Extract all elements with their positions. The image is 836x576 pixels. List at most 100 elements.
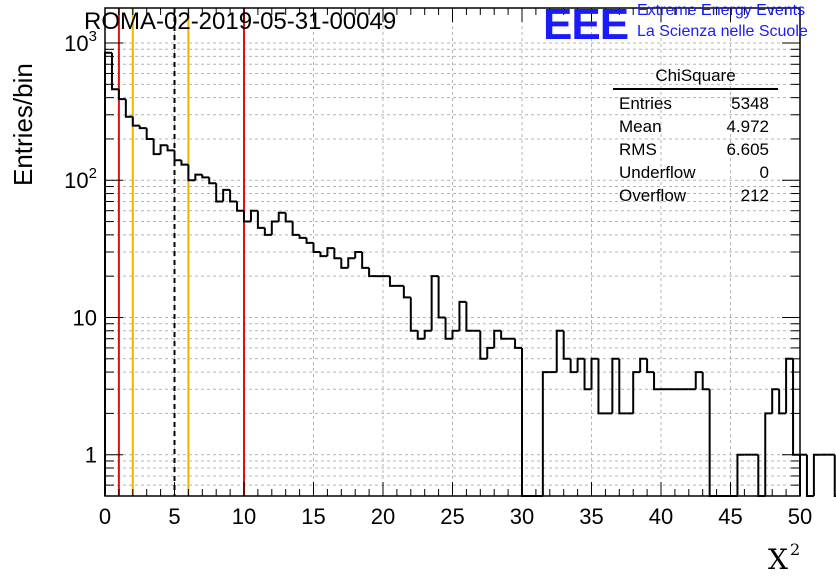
histogram-bin	[173, 150, 182, 162]
histogram-bin	[131, 116, 140, 127]
stats-label: Entries	[619, 94, 672, 113]
tick-labels: 0 5 10 15 20 25 30 35 40 45 50 1 10 102 103	[64, 28, 812, 529]
histogram-bin	[104, 51, 112, 496]
histogram-bin	[319, 252, 328, 258]
stats-value: 212	[740, 186, 769, 205]
histogram-bin	[465, 301, 474, 332]
histogram-bin	[159, 144, 168, 155]
histogram-bin	[458, 300, 467, 331]
histogram-bin	[785, 357, 794, 414]
histogram-bin	[479, 330, 488, 360]
histogram-bin	[291, 221, 300, 236]
histogram-bin	[597, 358, 606, 415]
histogram-bin	[117, 89, 126, 101]
stats-value: 4.972	[726, 117, 769, 136]
histogram-bin	[249, 209, 258, 222]
histogram-bin	[236, 201, 244, 212]
histogram-bin	[124, 99, 133, 118]
histogram-bin	[388, 276, 397, 287]
histogram-bin	[305, 237, 314, 244]
histogram-bin	[215, 183, 224, 203]
histogram-bin	[493, 329, 502, 348]
stats-label: RMS	[619, 140, 657, 159]
histogram-bin	[361, 252, 370, 269]
histogram-bin	[284, 212, 293, 223]
histogram-bin	[152, 138, 161, 156]
histogram-bin	[180, 160, 189, 166]
histogram-bin	[208, 177, 217, 185]
histogram-bin	[423, 329, 432, 339]
histogram-bin	[138, 125, 147, 130]
stats-value: 0	[759, 163, 769, 182]
histogram-bin	[430, 275, 439, 331]
stats-value: 6.605	[726, 140, 769, 159]
x-tick-label: 10	[232, 504, 256, 529]
histogram-bin	[451, 329, 460, 339]
x-tick-label: 5	[168, 504, 180, 529]
histogram-bin	[812, 453, 821, 496]
histogram-bin	[778, 389, 787, 415]
x-tick-label: 15	[301, 504, 325, 529]
chart-title: ROMA-02-2019-05-31-00049	[84, 8, 397, 35]
y-tick-label: 102	[64, 165, 97, 193]
histogram-bin	[583, 358, 592, 391]
x-tick-label: 20	[371, 504, 395, 529]
histogram-bin	[256, 210, 265, 229]
histogram-bin	[229, 189, 238, 203]
histogram-bin	[201, 174, 210, 179]
histogram-bin	[194, 173, 203, 181]
stats-label: Overflow	[619, 186, 687, 205]
histogram-bin	[340, 258, 349, 269]
y-axis-label: Entries/bin	[8, 63, 38, 186]
histogram-bin	[521, 347, 529, 497]
histogram-bin	[771, 388, 780, 414]
histogram-bin	[618, 358, 627, 415]
histogram-bin	[437, 276, 446, 319]
x-tick-label: 45	[718, 504, 742, 529]
y-tick-label: 1	[85, 443, 97, 468]
histogram-bin	[263, 227, 272, 236]
histogram-bin	[590, 357, 599, 390]
histogram-bin	[632, 371, 641, 414]
histogram-bin	[354, 251, 363, 259]
stats-row-underflow: Underflow 0	[613, 161, 778, 184]
histogram-bin	[347, 257, 356, 268]
x-tick-label: 0	[99, 504, 111, 529]
x-tick-label: 35	[579, 504, 603, 529]
histogram-bin	[562, 330, 571, 360]
histogram-bin	[569, 358, 578, 374]
logo-line-2: La Scienza nelle Scuole	[637, 23, 808, 40]
histogram-bin	[833, 454, 836, 497]
stats-row-rms: RMS 6.605	[613, 138, 778, 161]
histogram-bin	[409, 297, 418, 332]
histogram-bin	[298, 234, 307, 239]
eee-logo: EEE	[543, 0, 629, 49]
histogram-bin	[701, 372, 710, 391]
histogram-bin	[555, 329, 564, 373]
histogram-bin	[736, 453, 745, 496]
stats-value: 5348	[731, 94, 769, 113]
histogram-bin	[611, 357, 620, 414]
histogram-bin	[694, 371, 703, 390]
histogram-bin	[514, 338, 522, 349]
histogram-bin	[653, 372, 661, 391]
histogram-bin	[368, 267, 377, 278]
histogram-bin	[708, 389, 717, 497]
histogram-bin	[312, 242, 321, 253]
axis-ticks	[104, 8, 801, 497]
histogram-bin	[166, 145, 175, 152]
histogram-bin	[486, 346, 495, 359]
x-tick-label: 40	[649, 504, 673, 529]
histogram-bin	[145, 128, 154, 140]
histogram-bin	[187, 164, 196, 182]
x-tick-label: 50	[788, 504, 812, 529]
histogram-bin	[500, 330, 509, 340]
logo-line-1: Extreme Energy Events	[637, 2, 806, 19]
stats-row-entries: Entries 5348	[613, 92, 778, 115]
histogram-bin	[639, 357, 648, 373]
histogram-bin	[333, 248, 342, 260]
stats-box: ChiSquare Entries 5348 Mean 4.972 RMS 6.605…	[613, 66, 778, 207]
histogram-bin	[402, 285, 411, 299]
